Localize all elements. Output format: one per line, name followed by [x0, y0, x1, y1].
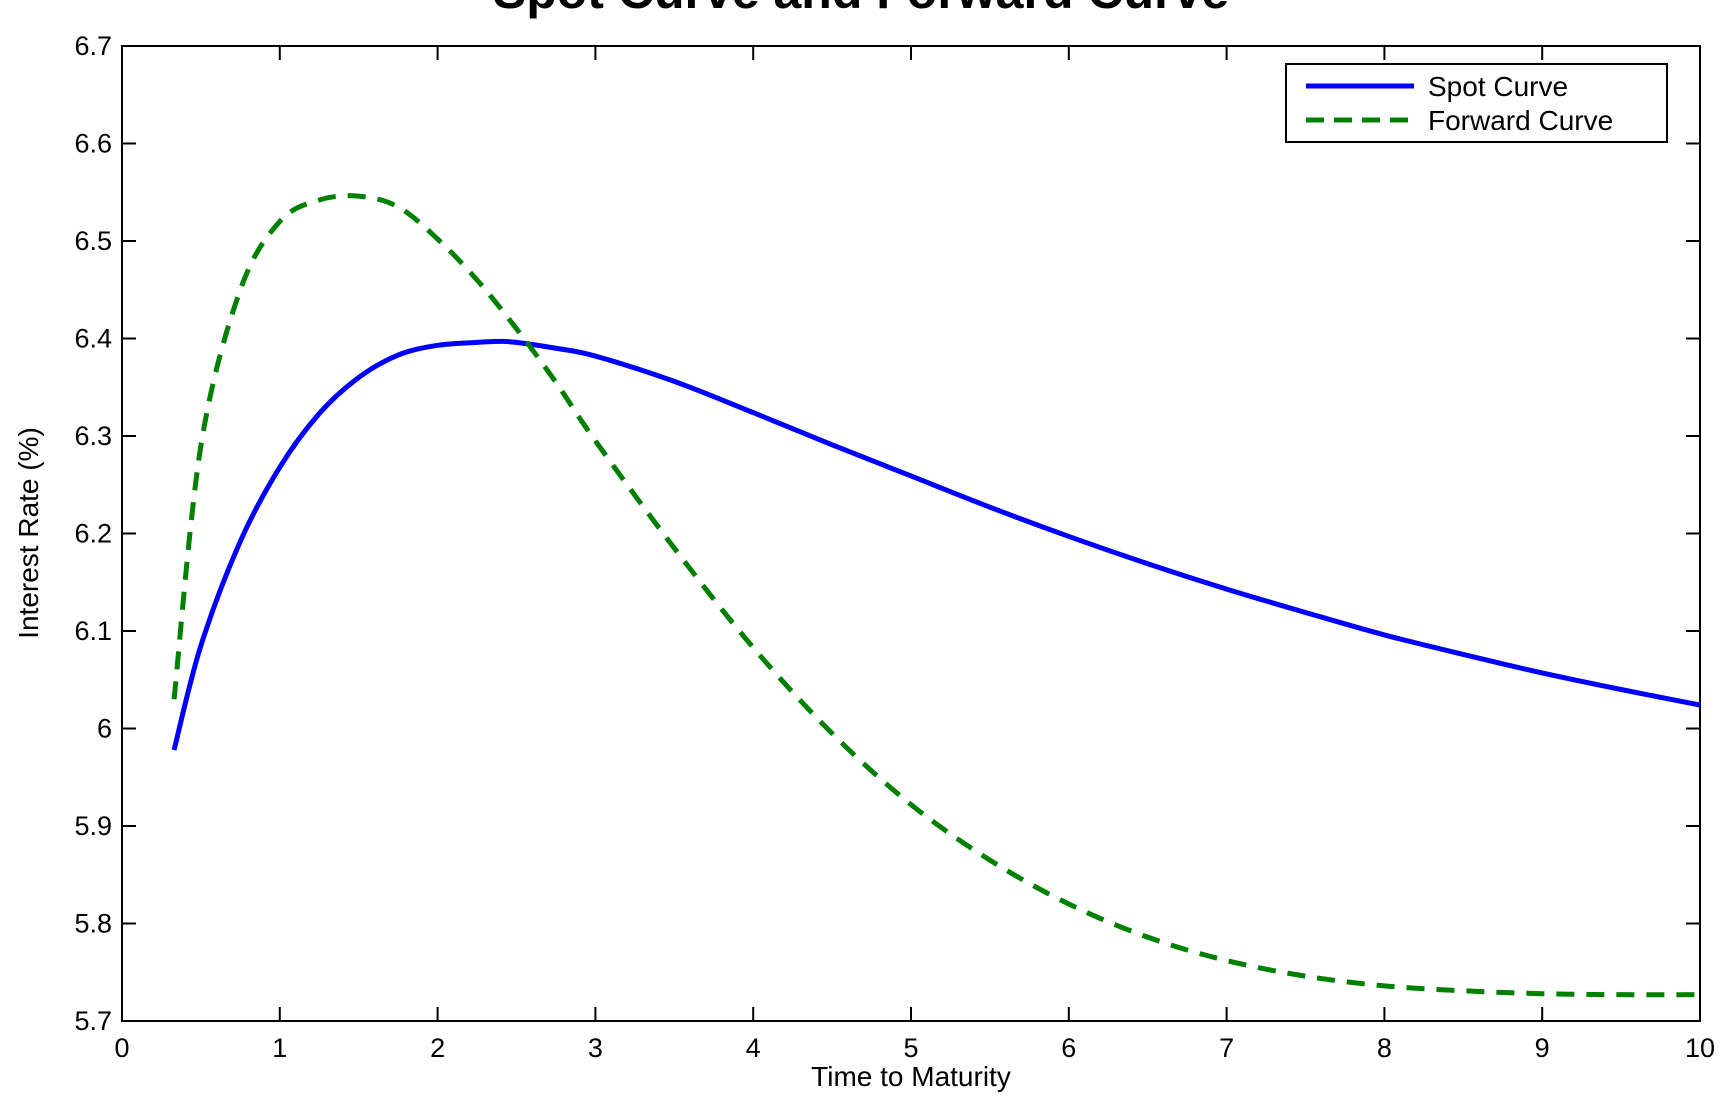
x-tick-label: 9	[1535, 1033, 1550, 1063]
forward-curve-line	[171, 193, 1701, 998]
y-tick-label: 6.4	[74, 324, 112, 354]
x-tick-label: 5	[903, 1033, 918, 1063]
y-tick-label: 6.5	[74, 226, 112, 256]
y-tick-label: 6.7	[74, 31, 112, 61]
y-tick-label: 5.7	[74, 1006, 112, 1036]
x-tick-label: 4	[746, 1033, 761, 1063]
plot-area	[121, 45, 1701, 1022]
spot-curve-line	[171, 338, 1701, 751]
x-tick-label: 8	[1377, 1033, 1392, 1063]
x-tick-label: 10	[1685, 1033, 1715, 1063]
y-axis-title: Interest Rate (%)	[13, 427, 44, 639]
x-tick-label: 1	[272, 1033, 287, 1063]
y-tick-label: 6	[97, 714, 112, 744]
y-tick-label: 6.3	[74, 421, 112, 451]
x-tick-label: 6	[1061, 1033, 1076, 1063]
axis-ticks	[121, 45, 1701, 1022]
series-lines	[171, 193, 1701, 998]
legend: Spot Curve Forward Curve	[1285, 63, 1668, 143]
x-tick-label: 2	[430, 1033, 445, 1063]
x-axis-title: Time to Maturity	[811, 1061, 1011, 1092]
y-tick-label: 6.6	[74, 129, 112, 159]
y-tick-labels: 5.7 5.8 5.9 6 6.1 6.2 6.3 6.4 6.5 6.6 6.7	[74, 31, 112, 1036]
x-tick-label: 7	[1219, 1033, 1234, 1063]
legend-box	[1285, 63, 1668, 143]
x-tick-label: 3	[588, 1033, 603, 1063]
x-tick-label: 0	[114, 1033, 129, 1063]
y-tick-label: 5.9	[74, 811, 112, 841]
y-tick-label: 5.8	[74, 909, 112, 939]
y-tick-label: 6.2	[74, 519, 112, 549]
legend-spot-label: Spot Curve	[1428, 71, 1568, 102]
chart-title: Spot Curve and Forward Curve	[493, 0, 1229, 19]
x-tick-labels: 0 1 2 3 4 5 6 7 8 9 10	[114, 1033, 1715, 1063]
legend-forward-label: Forward Curve	[1428, 105, 1613, 136]
y-tick-label: 6.1	[74, 616, 112, 646]
